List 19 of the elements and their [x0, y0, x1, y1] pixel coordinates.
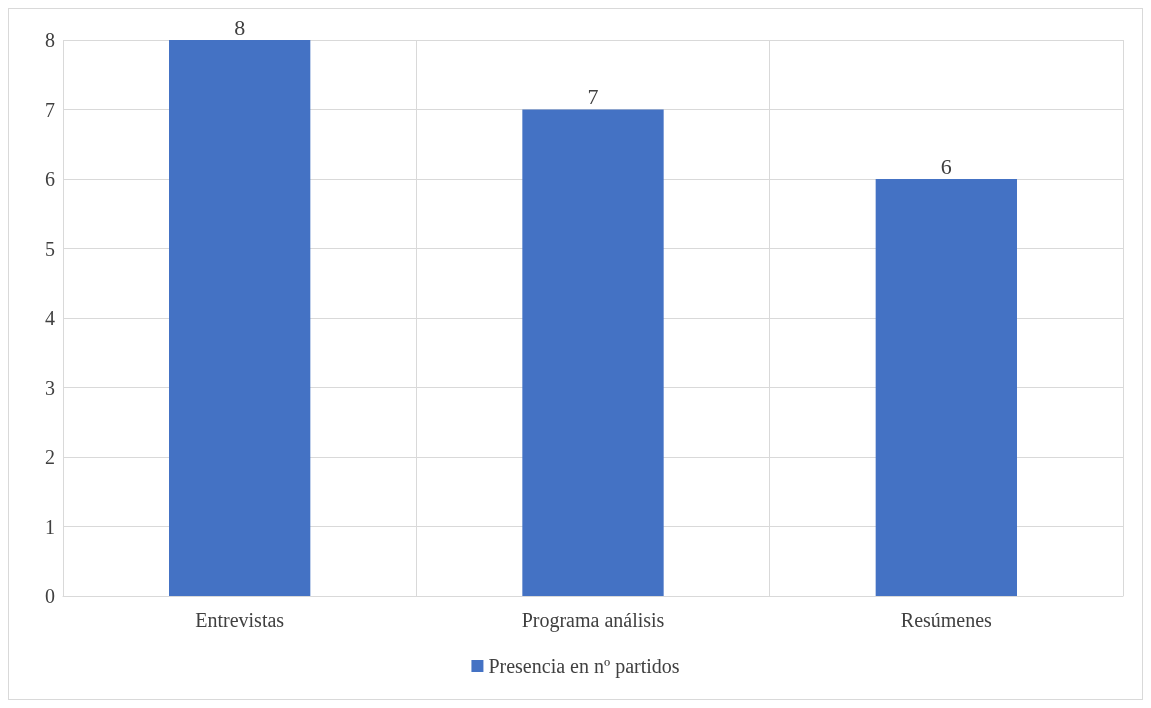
y-tick-label: 5: [45, 237, 55, 260]
bar: [875, 179, 1017, 596]
legend-label: Presencia en nº partidos: [488, 655, 680, 678]
x-tick-label: Entrevistas: [195, 609, 285, 631]
bar: [169, 40, 311, 596]
data-label: 7: [587, 84, 599, 109]
y-tick-label: 7: [45, 98, 55, 121]
y-tick-label: 1: [45, 515, 55, 538]
data-label: 6: [940, 153, 952, 179]
data-label: 8: [234, 14, 246, 40]
x-tick-label: Resúmenes: [900, 609, 993, 631]
y-tick-label: 4: [45, 307, 55, 329]
bar: [522, 109, 664, 596]
y-tick-label: 8: [45, 29, 55, 51]
y-tick-label: 2: [45, 446, 55, 468]
y-tick-label: 3: [45, 376, 55, 399]
y-tick-label: 0: [45, 585, 55, 607]
x-tick-label: Programa análisis: [521, 609, 665, 632]
y-tick-label: 6: [45, 168, 55, 190]
